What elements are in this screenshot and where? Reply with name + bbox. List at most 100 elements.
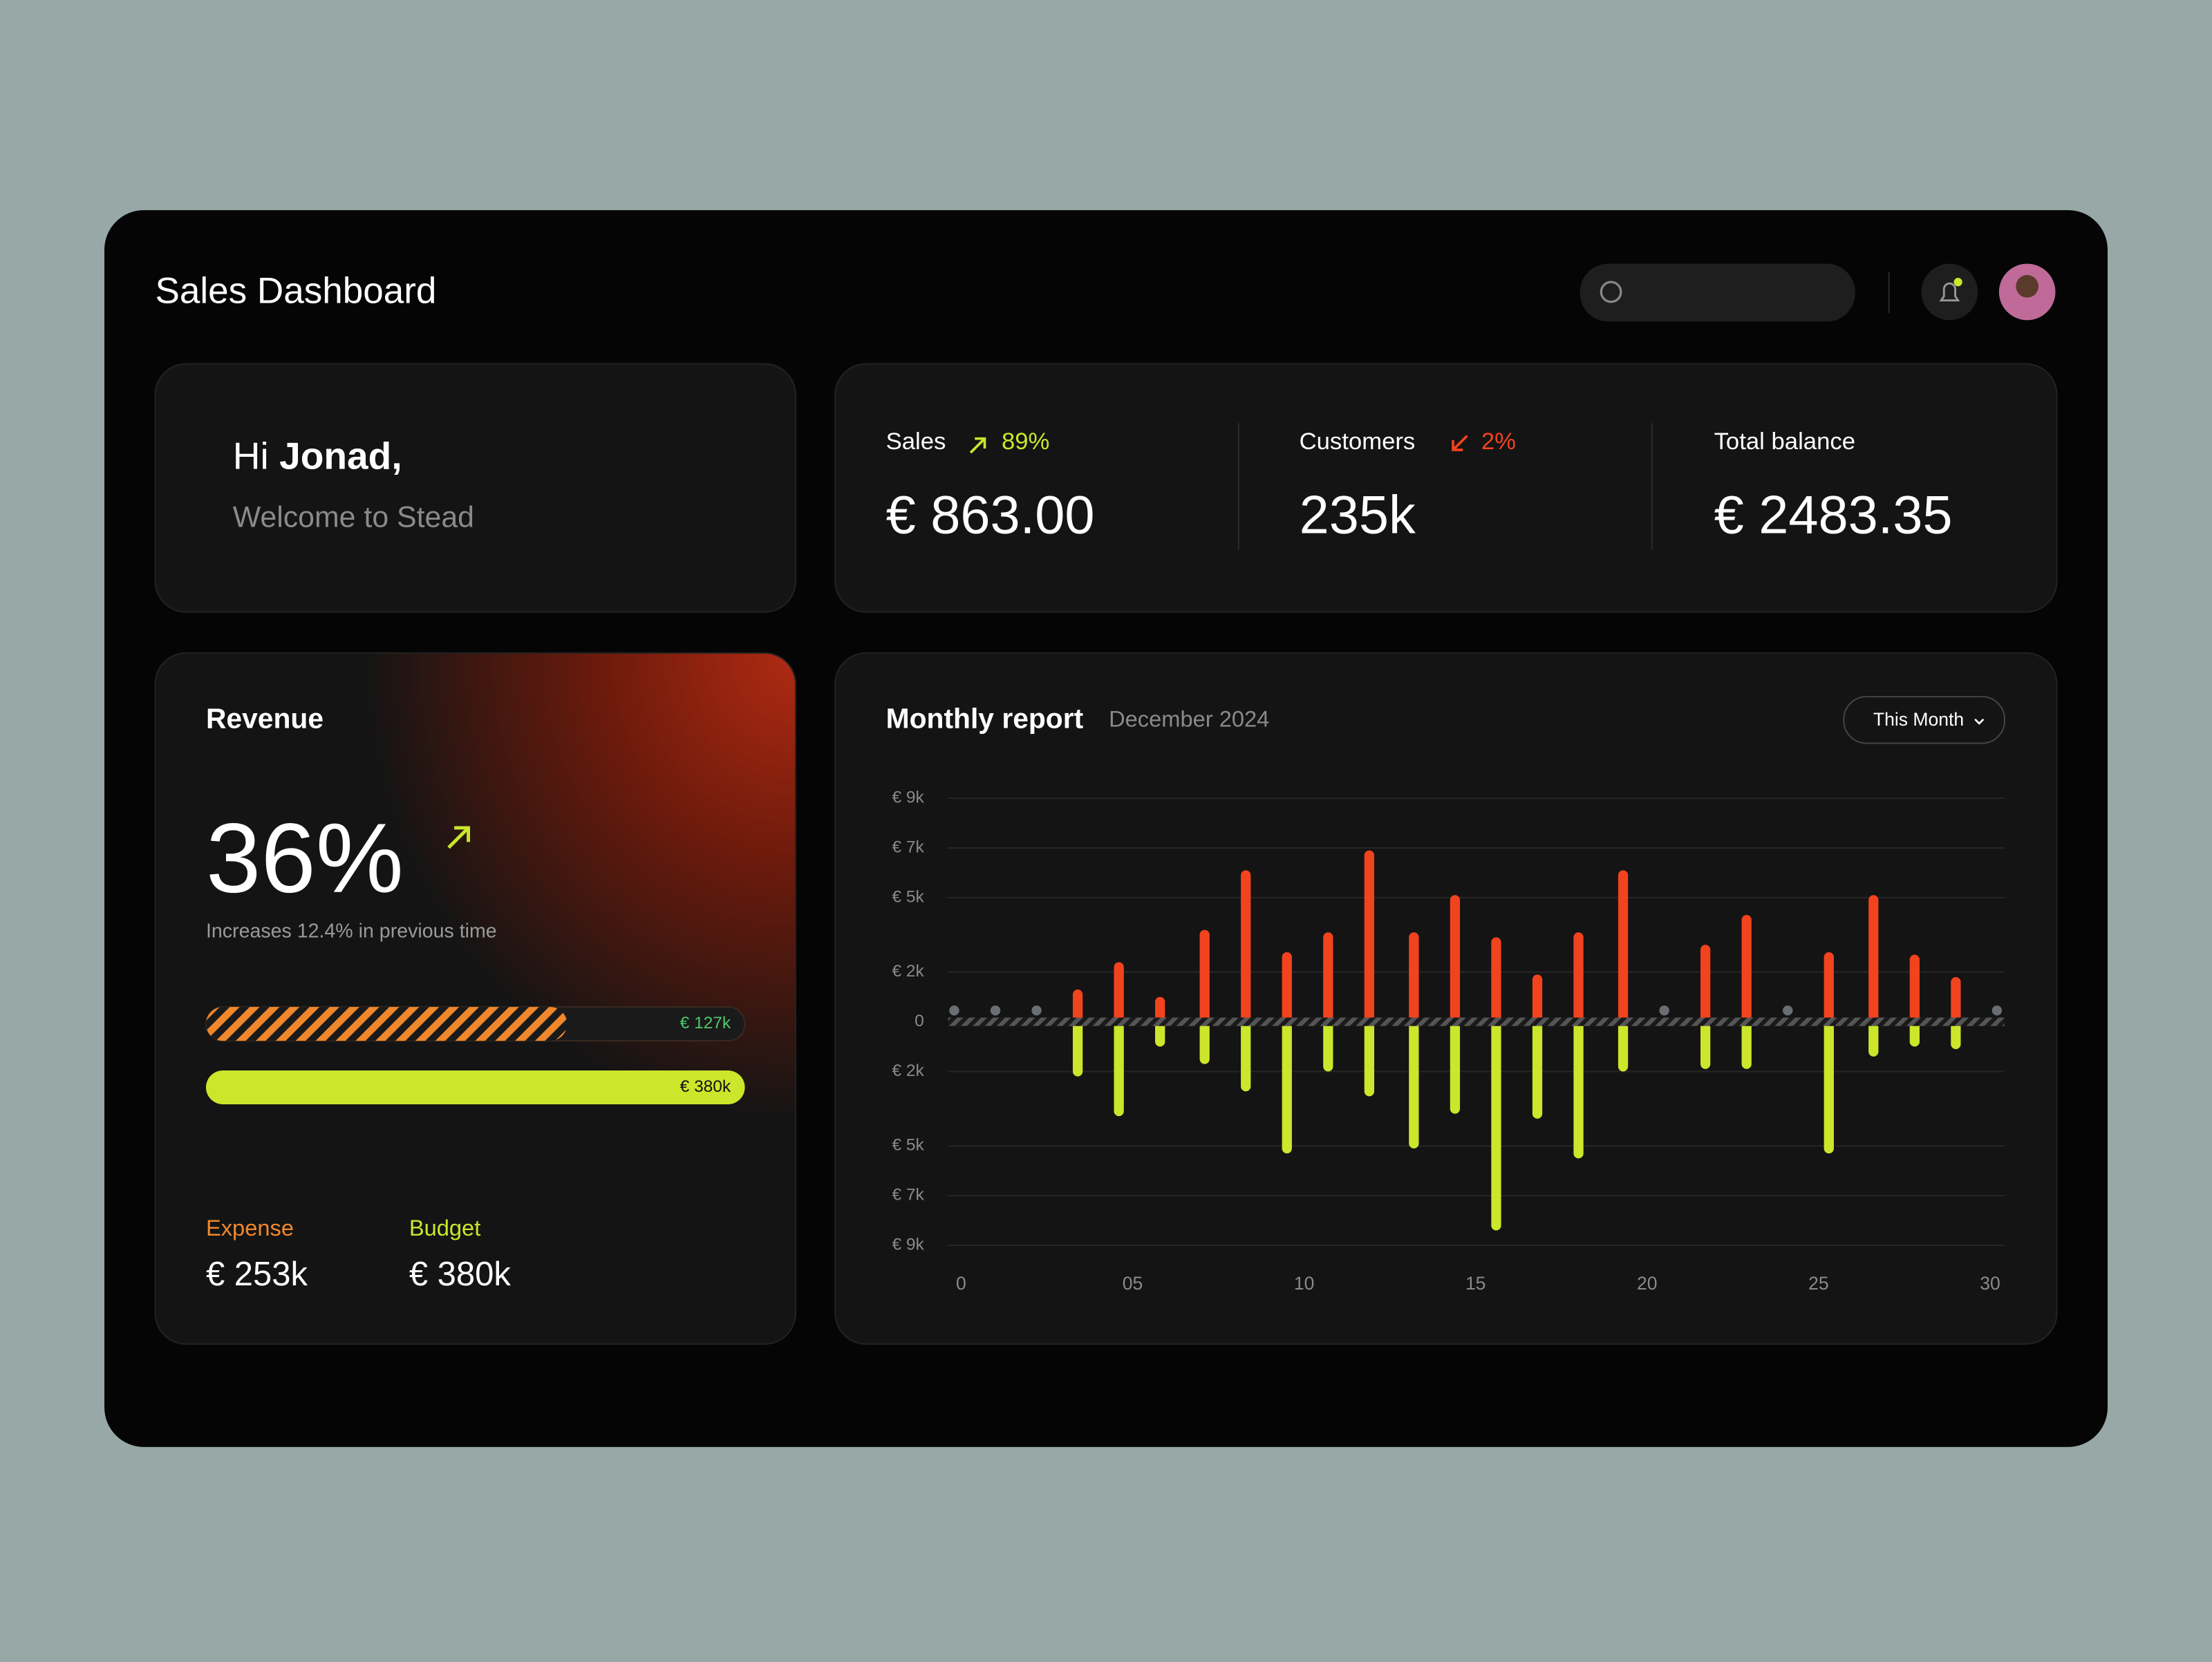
bar	[1618, 870, 1629, 1022]
bar	[1114, 962, 1124, 1022]
zero-dot	[1031, 1005, 1042, 1016]
bar	[1909, 1021, 1920, 1047]
revenue-title: Revenue	[206, 703, 324, 735]
bell-icon	[1939, 282, 1960, 302]
bar	[1491, 937, 1501, 1022]
y-tick-label: € 5k	[892, 1136, 924, 1155]
bar	[1868, 1021, 1879, 1057]
bar-label: € 127k	[680, 1014, 731, 1032]
bar	[1282, 1021, 1292, 1154]
x-tick-label: 30	[1980, 1273, 2000, 1294]
bar	[1364, 1021, 1375, 1097]
bar	[1323, 1021, 1333, 1072]
bar	[1573, 1021, 1584, 1159]
expense-bar	[205, 1007, 568, 1041]
budget-label: Budget	[409, 1215, 480, 1240]
bar	[1824, 1021, 1834, 1154]
revenue-percent: 36%	[206, 804, 404, 914]
stat-change: 2%	[1481, 428, 1516, 455]
bar	[1450, 895, 1461, 1022]
notifications[interactable]	[1921, 263, 1978, 321]
stat-value: € 2483.35	[1714, 486, 1953, 545]
down-arrow	[1452, 435, 1468, 451]
zero-dot	[990, 1005, 1001, 1016]
bar-label: € 380k	[680, 1077, 731, 1096]
y-tick-label: € 9k	[892, 1236, 924, 1254]
bar	[1951, 1021, 1961, 1050]
x-tick-label: 10	[1294, 1273, 1315, 1294]
zero-dot	[1991, 1005, 2003, 1016]
bar	[1241, 870, 1251, 1022]
bar	[1573, 932, 1584, 1022]
bar	[1951, 976, 1961, 1022]
bar	[1741, 1021, 1752, 1069]
stat-label: Sales	[886, 428, 946, 455]
bar	[1241, 1021, 1251, 1092]
greeting-name: Jonad,	[279, 434, 402, 477]
bar	[1155, 997, 1165, 1022]
bar	[1618, 1021, 1629, 1072]
stat-label: Customers	[1300, 428, 1416, 455]
chevron	[1974, 718, 1985, 725]
stat-change: 89%	[1002, 428, 1049, 455]
y-tick-label: € 2k	[892, 962, 924, 981]
bar	[1700, 1021, 1711, 1069]
stats-card	[834, 363, 2058, 613]
expense-label: Expense	[206, 1215, 294, 1240]
bar	[1409, 1021, 1419, 1149]
bar	[1199, 929, 1210, 1022]
bar	[1824, 952, 1834, 1022]
bar	[1909, 954, 1920, 1022]
bar	[1532, 1021, 1543, 1119]
zero-dot	[1783, 1005, 1793, 1016]
bar	[1072, 1021, 1083, 1077]
x-tick-label: 25	[1808, 1273, 1829, 1294]
bar	[1491, 1021, 1501, 1231]
welcome: Welcome to Stead	[233, 500, 474, 533]
up-arrow	[447, 826, 470, 849]
period-button[interactable]	[1843, 696, 2006, 744]
bar	[1072, 989, 1083, 1022]
zero-line	[948, 1017, 2005, 1026]
greeting-card	[154, 363, 797, 613]
y-tick-label: € 5k	[892, 887, 924, 906]
bar	[1199, 1021, 1210, 1064]
chart-subtitle: December 2024	[1109, 706, 1269, 731]
budget-value: € 380k	[409, 1256, 512, 1293]
bar	[1700, 945, 1711, 1022]
y-tick-label: € 7k	[892, 1186, 924, 1205]
revenue-card	[154, 652, 797, 1345]
bar	[1323, 932, 1333, 1022]
period-label: This Month	[1873, 709, 1964, 730]
bar	[1155, 1021, 1165, 1047]
y-tick-label: € 2k	[892, 1061, 924, 1080]
y-tick-label: 0	[915, 1012, 924, 1030]
search-icon	[1600, 281, 1622, 303]
stat-label: Total balance	[1714, 428, 1855, 455]
stat-value: € 863.00	[886, 486, 1095, 545]
zero-dot	[949, 1005, 959, 1016]
y-tick-label: € 7k	[892, 838, 924, 856]
page-title: Sales Dashboard	[155, 271, 436, 312]
bar	[1114, 1021, 1124, 1117]
revenue-note: Increases 12.4% in previous time	[206, 920, 497, 943]
stat-value: 235k	[1300, 486, 1416, 545]
zero-dot	[1659, 1005, 1669, 1016]
avatar-face	[2016, 274, 2038, 298]
bar	[1364, 850, 1375, 1022]
expense-value: € 253k	[206, 1256, 308, 1293]
greeting-hi: Hi	[233, 434, 269, 477]
greeting: Hi Jonad,	[233, 434, 402, 477]
search[interactable]	[1580, 263, 1855, 322]
plot: € 9k € 7k € 5k € 2k 0 € 2k € 5k € 7k € 9k 0 05 10 15…	[892, 788, 2005, 1294]
bar	[1532, 974, 1543, 1022]
report-card	[834, 652, 2058, 1345]
budget-bar	[205, 1070, 745, 1104]
bar	[1282, 952, 1292, 1022]
bar	[1409, 932, 1419, 1022]
bar	[1741, 915, 1752, 1022]
x-tick-label: 15	[1465, 1273, 1485, 1294]
up-arrow	[969, 437, 986, 454]
